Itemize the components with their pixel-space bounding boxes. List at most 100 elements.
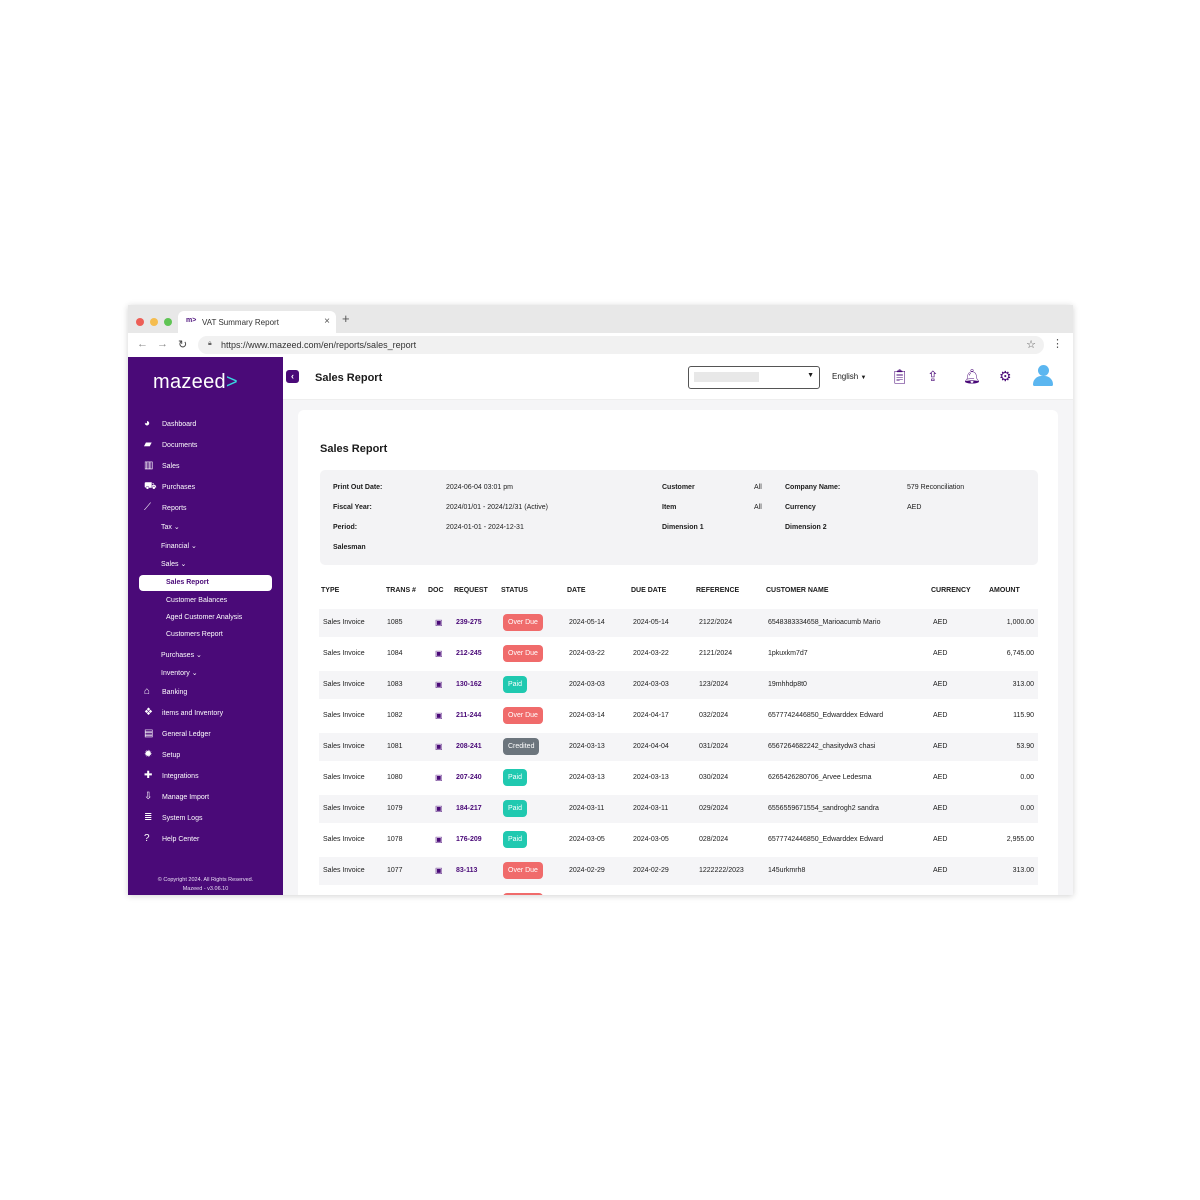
document-icon[interactable]: ▣ bbox=[435, 618, 443, 627]
column-header-status[interactable]: STATUS bbox=[501, 587, 528, 594]
cell-currency: AED bbox=[933, 774, 948, 781]
top-header: ‹ Sales Report ▼ English ▼ 📋︎ ⇪ 🔔︎ ⚙ bbox=[283, 357, 1073, 400]
sidebar-item-banking[interactable]: ⌂ Banking bbox=[128, 685, 283, 701]
document-icon[interactable]: ▣ bbox=[435, 866, 443, 875]
cell-customer-name: 19mhhdp8t0 bbox=[768, 681, 807, 688]
table-row[interactable]: Sales Invoice1076165-1982024-03-052024-0… bbox=[319, 888, 1038, 895]
table-row[interactable]: Sales Invoice 1082 211-244 2024-03-14 2024-0… bbox=[319, 702, 1038, 730]
cell-type: Sales Invoice bbox=[323, 619, 365, 626]
column-header-date[interactable]: DATE bbox=[567, 587, 586, 594]
sidebar-subitem-customer-balances[interactable]: Customer Balances bbox=[128, 593, 283, 609]
back-arrow-icon[interactable]: ← bbox=[137, 338, 148, 350]
column-header-trans[interactable]: TRANS # bbox=[386, 587, 416, 594]
document-icon[interactable]: ▣ bbox=[435, 835, 443, 844]
cell-amount: 6,745.00 bbox=[1006, 650, 1034, 657]
document-icon[interactable]: ▣ bbox=[435, 711, 443, 720]
company-name-value: 579 Reconciliation bbox=[907, 484, 965, 491]
column-header-customer-name[interactable]: CUSTOMER NAME bbox=[766, 587, 829, 594]
cell-request[interactable]: 211-244 bbox=[456, 712, 482, 719]
column-header-due-date[interactable]: DUE DATE bbox=[631, 587, 667, 594]
clipboard-icon[interactable]: 📋︎ bbox=[891, 368, 909, 384]
language-select[interactable]: English ▼ bbox=[832, 372, 866, 381]
sidebar-subitem-purchases[interactable]: Purchases ⌄ bbox=[128, 647, 283, 663]
cell-request[interactable]: 184-217 bbox=[456, 805, 482, 812]
browser-tab[interactable]: m> VAT Summary Report × bbox=[178, 311, 336, 333]
table-row[interactable]: Sales Invoice 1084 212-245 2024-03-22 2024-0… bbox=[319, 640, 1038, 668]
sidebar-item-items-and-inventory[interactable]: ❖ items and Inventory bbox=[128, 706, 283, 722]
sidebar-subitem-label: Aged Customer Analysis bbox=[166, 614, 243, 621]
cell-request[interactable]: 212-245 bbox=[456, 650, 482, 657]
document-icon[interactable]: ▣ bbox=[435, 742, 443, 751]
document-icon[interactable]: ▣ bbox=[435, 773, 443, 782]
new-tab-icon[interactable]: + bbox=[342, 311, 350, 326]
sidebar-item-manage-import[interactable]: ⇩ Manage Import bbox=[128, 790, 283, 806]
sidebar-subitem-tax[interactable]: Tax ⌄ bbox=[128, 519, 283, 535]
collapse-sidebar-button[interactable]: ‹ bbox=[286, 370, 299, 383]
sidebar-subitem-customers-report[interactable]: Customers Report bbox=[128, 627, 283, 643]
document-icon[interactable]: ▣ bbox=[435, 680, 443, 689]
bell-icon[interactable]: 🔔︎ bbox=[963, 368, 981, 384]
cell-reference: 123/2024 bbox=[699, 681, 729, 688]
forward-arrow-icon[interactable]: → bbox=[157, 338, 168, 350]
sidebar-item-system-logs[interactable]: ≣ System Logs bbox=[128, 811, 283, 827]
item-value: All bbox=[754, 504, 762, 511]
cell-request[interactable]: 239-275 bbox=[456, 619, 482, 626]
lock-icon: 🔒︎ bbox=[208, 340, 212, 347]
table-row[interactable]: Sales Invoice 1081 208-241 2024-03-13 2024-0… bbox=[319, 733, 1038, 761]
document-icon[interactable]: ▣ bbox=[435, 649, 443, 658]
url-bar[interactable]: 🔒︎ https://www.mazeed.com/en/reports/sal… bbox=[198, 336, 1044, 354]
status-badge: Over Due bbox=[503, 707, 543, 724]
sidebar-item-help-center[interactable]: ? Help Center bbox=[128, 832, 283, 848]
close-window-dot[interactable] bbox=[136, 318, 144, 326]
sidebar-subitem-sales[interactable]: Sales ⌄ bbox=[128, 556, 283, 572]
gear-icon[interactable]: ⚙ bbox=[999, 368, 1012, 384]
sidebar-subitem-financial[interactable]: Financial ⌄ bbox=[128, 538, 283, 554]
user-avatar-icon[interactable] bbox=[1033, 365, 1053, 387]
cell-request[interactable]: 208-241 bbox=[456, 743, 482, 750]
cell-request[interactable]: 130-162 bbox=[456, 681, 482, 688]
column-header-request[interactable]: REQUEST bbox=[454, 587, 488, 594]
table-row[interactable]: Sales Invoice 1080 207-240 2024-03-13 2024-0… bbox=[319, 764, 1038, 792]
reload-icon[interactable]: ↻ bbox=[178, 339, 188, 351]
cell-request[interactable]: 83-113 bbox=[456, 867, 478, 874]
cell-request[interactable]: 176-209 bbox=[456, 836, 482, 843]
table-row[interactable]: Sales Invoice 1077 83-113 2024-02-29 2024-02… bbox=[319, 857, 1038, 885]
line-chart-icon: ⟋ bbox=[144, 502, 151, 513]
browser-menu-icon[interactable]: ⋮ bbox=[1052, 338, 1063, 350]
minimize-window-dot[interactable] bbox=[150, 318, 158, 326]
sidebar-subitem-inventory[interactable]: Inventory ⌄ bbox=[128, 665, 283, 681]
column-header-doc[interactable]: DOC bbox=[428, 587, 444, 594]
upload-icon[interactable]: ⇪ bbox=[927, 368, 939, 384]
column-header-amount[interactable]: AMOUNT bbox=[989, 587, 1020, 594]
company-select[interactable]: ▼ bbox=[688, 366, 820, 389]
sidebar-item-dashboard[interactable]: ◕ Dashboard bbox=[128, 417, 283, 433]
sidebar-subitem-sales-report[interactable]: Sales Report bbox=[139, 575, 272, 591]
report-info-panel: Print Out Date: 2024-06-04 03:01 pm Fisc… bbox=[320, 470, 1038, 565]
cell-customer-name: 6548383334658_Marioacumb Mario bbox=[768, 619, 881, 626]
bookmark-star-icon[interactable]: ☆ bbox=[1026, 339, 1036, 351]
table-row[interactable]: Sales Invoice 1085 239-275 2024-05-14 2024-0… bbox=[319, 609, 1038, 637]
sidebar-item-integrations[interactable]: ✚ Integrations bbox=[128, 769, 283, 785]
document-icon[interactable]: ▣ bbox=[435, 804, 443, 813]
column-header-currency[interactable]: CURRENCY bbox=[931, 587, 971, 594]
sidebar-item-documents[interactable]: ▰ Documents bbox=[128, 438, 283, 454]
cell-request[interactable]: 207-240 bbox=[456, 774, 482, 781]
table-row[interactable]: Sales Invoice 1078 176-209 2024-03-05 2024-0… bbox=[319, 826, 1038, 854]
close-tab-icon[interactable]: × bbox=[324, 316, 330, 327]
inventory-label: Inventory bbox=[161, 670, 190, 677]
sidebar-item-label: Dashboard bbox=[162, 421, 197, 428]
sidebar-item-reports[interactable]: ⟋ Reports bbox=[128, 501, 283, 517]
mazeed-logo[interactable]: mazeed> bbox=[153, 371, 238, 394]
column-header-type[interactable]: TYPE bbox=[321, 587, 340, 594]
sidebar-item-sales[interactable]: ▥ Sales bbox=[128, 459, 283, 475]
sidebar-item-general-ledger[interactable]: ▤ General Ledger bbox=[128, 727, 283, 743]
maximize-window-dot[interactable] bbox=[164, 318, 172, 326]
column-header-reference[interactable]: REFERENCE bbox=[696, 587, 740, 594]
sidebar-item-purchases[interactable]: ⛟ Purchases bbox=[128, 480, 283, 496]
cell-currency: AED bbox=[933, 867, 948, 874]
sidebar-item-setup[interactable]: ✹ Setup bbox=[128, 748, 283, 764]
sidebar-subitem-aged-customer-analysis[interactable]: Aged Customer Analysis bbox=[128, 610, 283, 626]
table-row[interactable]: Sales Invoice 1083 130-162 2024-03-03 2024-0… bbox=[319, 671, 1038, 699]
table-row[interactable]: Sales Invoice 1079 184-217 2024-03-11 2024-0… bbox=[319, 795, 1038, 823]
cell-type: Sales Invoice bbox=[323, 712, 365, 719]
